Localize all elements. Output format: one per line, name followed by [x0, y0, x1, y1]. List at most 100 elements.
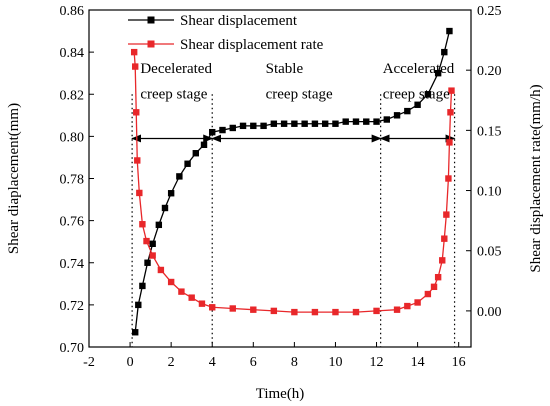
data-point-shear-displacement-rate	[167, 278, 175, 286]
data-point-shear-displacement	[404, 107, 411, 115]
y-right-tick-label: 0.25	[477, 4, 502, 19]
data-point-shear-displacement	[291, 120, 298, 127]
y-right-tick-label: 0.00	[477, 305, 502, 320]
stage-annotation: creep stage	[140, 86, 207, 102]
data-point-shear-displacement-rate	[178, 288, 185, 295]
data-point-shear-displacement	[383, 116, 390, 123]
data-point-shear-displacement	[167, 190, 175, 197]
y-axis-label-left: Shear diaplacement(mm)	[6, 103, 22, 254]
y-right-tick-label: 0.05	[477, 245, 502, 260]
data-point-shear-displacement-rate	[229, 305, 236, 312]
data-point-shear-displacement	[239, 122, 247, 130]
legend-marker-shear-displacement	[147, 16, 155, 24]
data-point-shear-displacement	[144, 259, 151, 266]
data-point-shear-displacement	[373, 118, 380, 125]
data-point-shear-displacement-rate	[136, 189, 143, 197]
y-left-tick-label: 0.72	[60, 299, 85, 314]
x-tick-label: 4	[209, 355, 216, 370]
y-left-tick-label: 0.84	[60, 46, 85, 61]
x-tick-label: 12	[370, 355, 384, 370]
stage-annotation: creep stage	[266, 86, 333, 102]
data-point-shear-displacement-rate	[133, 109, 140, 116]
data-point-shear-displacement	[139, 282, 146, 290]
x-axis-label: Time(h)	[256, 386, 305, 402]
data-point-shear-displacement	[229, 124, 236, 132]
data-point-shear-displacement-rate	[130, 48, 138, 56]
y-left-tick-label: 0.86	[60, 4, 85, 19]
y-right-tick-label: 0.10	[477, 185, 502, 200]
data-point-shear-displacement	[301, 120, 308, 127]
data-point-shear-displacement-rate	[250, 306, 257, 313]
y-left-tick-label: 0.78	[60, 173, 85, 188]
data-point-shear-displacement	[250, 122, 257, 130]
data-point-shear-displacement	[342, 118, 349, 125]
x-tick-label: 16	[452, 355, 466, 370]
data-point-shear-displacement	[260, 122, 267, 130]
data-point-shear-displacement	[280, 120, 288, 127]
data-point-shear-displacement	[424, 91, 432, 98]
data-point-shear-displacement-rate	[393, 306, 401, 313]
data-point-shear-displacement-rate	[134, 157, 141, 164]
data-point-shear-displacement-rate	[332, 308, 339, 316]
data-point-shear-displacement-rate	[311, 308, 319, 316]
stage-annotation: Decelerated	[140, 61, 212, 77]
stage-annotation: Stable	[266, 61, 304, 77]
data-point-shear-displacement-rate	[188, 294, 195, 301]
data-point-shear-displacement-rate	[445, 175, 452, 182]
data-point-shear-displacement-rate	[373, 307, 380, 315]
data-point-shear-displacement	[414, 101, 421, 108]
y-right-tick-label: 0.15	[477, 124, 502, 139]
legend-entry-shear-displacement-rate: Shear displacement rate	[180, 37, 324, 53]
data-point-shear-displacement-rate	[404, 302, 411, 310]
legend-marker-shear-displacement-rate	[147, 40, 155, 48]
data-point-shear-displacement	[132, 329, 139, 336]
x-tick-label: 2	[168, 355, 175, 370]
x-tick-label: -2	[83, 355, 95, 370]
data-point-shear-displacement-rate	[424, 290, 432, 298]
data-point-shear-displacement	[332, 120, 339, 127]
data-point-shear-displacement-rate	[132, 63, 139, 70]
data-point-shear-displacement-rate	[447, 109, 454, 116]
x-tick-label: 8	[291, 355, 298, 370]
data-point-shear-displacement-rate	[139, 221, 146, 228]
data-point-shear-displacement-rate	[143, 237, 150, 245]
data-point-shear-displacement	[219, 126, 226, 134]
data-point-shear-displacement-rate	[157, 266, 165, 274]
data-point-shear-displacement	[200, 141, 208, 148]
data-point-shear-displacement-rate	[434, 273, 442, 281]
y-left-tick-label: 0.80	[60, 130, 85, 145]
y-left-tick-label: 0.74	[60, 257, 85, 272]
data-point-shear-displacement-rate	[270, 307, 278, 315]
data-point-shear-displacement	[149, 240, 156, 247]
data-point-shear-displacement-rate	[209, 304, 216, 311]
x-tick-label: 14	[411, 355, 425, 370]
data-point-shear-displacement-rate	[414, 299, 421, 306]
data-point-shear-displacement-rate	[430, 283, 438, 291]
data-point-shear-displacement-rate	[448, 87, 455, 94]
data-point-shear-displacement	[363, 118, 370, 125]
data-point-shear-displacement-rate	[198, 300, 206, 307]
data-point-shear-displacement-rate	[291, 308, 298, 316]
data-point-shear-displacement	[434, 69, 442, 77]
data-point-shear-displacement	[270, 120, 278, 127]
legend-entry-shear-displacement: Shear displacement	[180, 13, 298, 29]
data-point-shear-displacement	[155, 221, 163, 229]
data-point-shear-displacement	[176, 173, 183, 180]
data-point-shear-displacement	[393, 112, 401, 119]
y-left-tick-label: 0.82	[60, 88, 85, 103]
x-tick-label: 0	[127, 355, 134, 370]
legend: Shear displacement Shear displacement ra…	[128, 13, 324, 53]
data-point-shear-displacement	[161, 204, 169, 212]
data-point-shear-displacement-rate	[443, 211, 450, 218]
y-right-tick-label: 0.20	[477, 64, 502, 79]
y-left-tick-label: 0.70	[60, 341, 85, 356]
x-tick-label: 6	[250, 355, 257, 370]
data-point-shear-displacement	[192, 150, 199, 157]
data-point-shear-displacement	[311, 120, 319, 127]
y-axis-label-right: Shear displacement rate(mm/h)	[528, 84, 544, 272]
data-point-shear-displacement	[209, 128, 216, 136]
stage-annotation: Accelerated	[383, 61, 455, 77]
data-point-shear-displacement-rate	[352, 308, 360, 316]
data-point-shear-displacement-rate	[149, 252, 156, 259]
